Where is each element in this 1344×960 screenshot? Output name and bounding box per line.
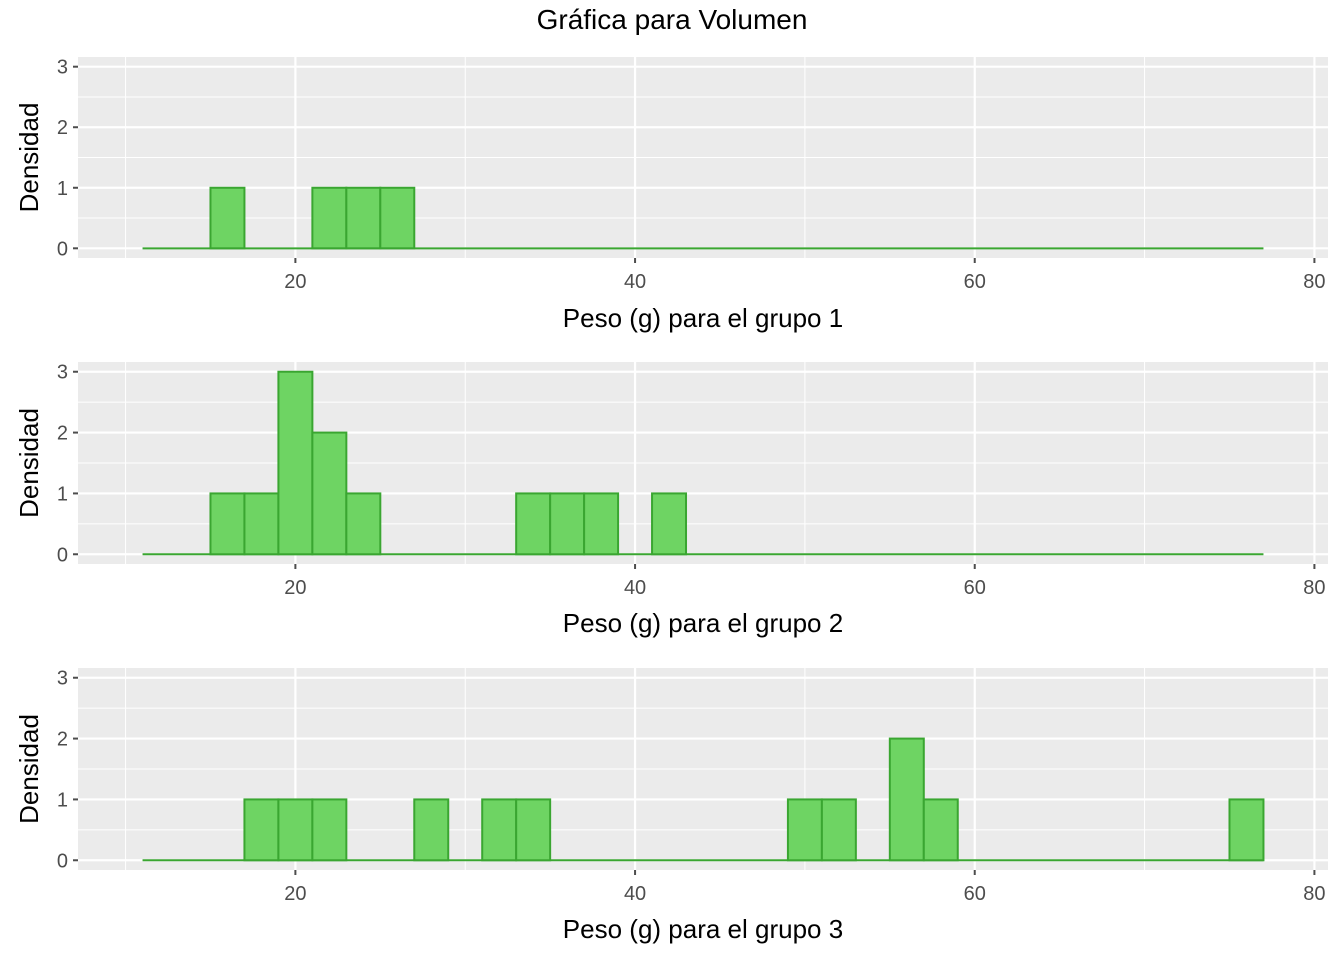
- x-axis-title: Peso (g) para el grupo 1: [563, 303, 843, 333]
- histogram-bar: [311, 431, 348, 556]
- histogram-bar: [549, 492, 586, 556]
- histogram-bar: [379, 186, 416, 250]
- panel-2: 0 1 2 3 20 40 60 80 Peso (g) para el grupo 2 Dens…: [14, 362, 1328, 638]
- y-tick-label: 3: [57, 362, 68, 384]
- panel-1: 0 1 2 3 20 40 60 80 Peso (g) para el grupo 1 Dens…: [14, 57, 1328, 333]
- x-axis-title: Peso (g) para el grupo 3: [563, 914, 843, 944]
- histogram-bar: [311, 798, 348, 862]
- x-tick-label: 60: [964, 577, 986, 599]
- histogram-bar: [345, 492, 382, 556]
- x-tick-label: 60: [964, 271, 986, 293]
- y-tick-label: 0: [57, 544, 68, 566]
- histogram-bar: [277, 798, 314, 862]
- histogram-bar: [243, 492, 280, 556]
- histogram-bar: [1228, 798, 1265, 862]
- x-tick-label: 80: [1303, 883, 1325, 905]
- x-tick-label: 20: [284, 883, 306, 905]
- y-tick-label: 3: [57, 57, 68, 79]
- histogram-bar: [209, 492, 246, 556]
- y-tick-label: 2: [57, 423, 68, 445]
- histogram-bar: [277, 370, 314, 556]
- x-tick-label: 80: [1303, 271, 1325, 293]
- chart-title: Gráfica para Volumen: [536, 4, 808, 35]
- histogram-bar: [515, 798, 552, 862]
- histogram-bar: [820, 798, 857, 862]
- x-tick-label: 60: [964, 883, 986, 905]
- y-tick-label: 0: [57, 238, 68, 260]
- histogram-bar: [922, 798, 959, 862]
- y-tick-label: 1: [57, 483, 68, 505]
- y-tick-label: 1: [57, 789, 68, 811]
- histogram-bar: [413, 798, 450, 862]
- y-axis-title: Densidad: [14, 714, 44, 824]
- x-tick-label: 40: [624, 577, 646, 599]
- y-axis-title: Densidad: [14, 103, 44, 213]
- y-tick-label: 2: [57, 729, 68, 751]
- y-tick-label: 2: [57, 117, 68, 139]
- x-axis-title: Peso (g) para el grupo 2: [563, 608, 843, 638]
- histogram-bar: [583, 492, 620, 556]
- panel-3: 0 1 2 3 20 40 60 80 Peso (g) para el grupo 3 Dens…: [14, 668, 1328, 944]
- histogram-bar: [786, 798, 823, 862]
- histogram-bar: [888, 737, 925, 862]
- x-tick-label: 80: [1303, 577, 1325, 599]
- histogram-bar: [515, 492, 552, 556]
- y-axis-title: Densidad: [14, 408, 44, 518]
- histogram-bar: [311, 186, 348, 250]
- x-tick-label: 40: [624, 883, 646, 905]
- histogram-bar: [345, 186, 382, 250]
- histogram-bar: [651, 492, 688, 556]
- y-tick-label: 1: [57, 178, 68, 200]
- histogram-bar: [209, 186, 246, 250]
- x-tick-label: 20: [284, 577, 306, 599]
- x-tick-label: 40: [624, 271, 646, 293]
- histogram-bar: [243, 798, 280, 862]
- y-tick-label: 3: [57, 668, 68, 690]
- y-tick-label: 0: [57, 850, 68, 872]
- histogram-bar: [481, 798, 518, 862]
- x-tick-label: 20: [284, 271, 306, 293]
